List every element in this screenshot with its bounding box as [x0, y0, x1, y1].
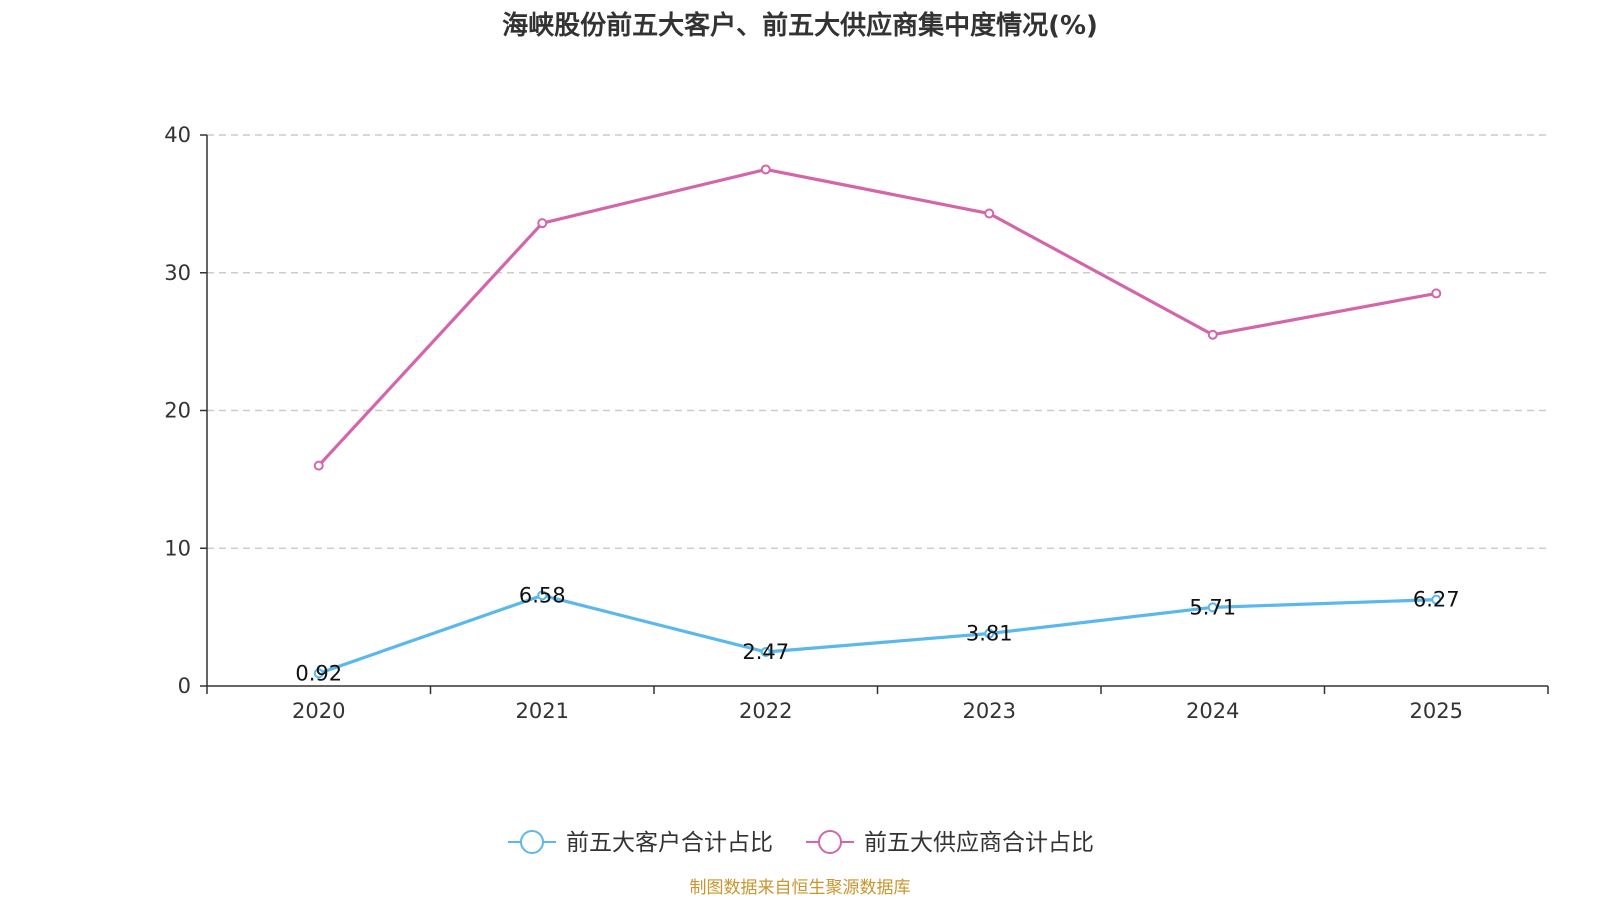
- x-tick-label: 2020: [292, 699, 345, 723]
- data-point[interactable]: [537, 218, 548, 229]
- data-point[interactable]: [313, 460, 324, 471]
- y-tick-label: 0: [178, 674, 191, 698]
- legend-suppliers-marker-icon: [818, 830, 842, 854]
- data-point[interactable]: [760, 164, 771, 175]
- data-label: 3.81: [966, 622, 1013, 646]
- x-tick-label: 2022: [739, 699, 792, 723]
- data-point[interactable]: [1207, 329, 1218, 340]
- data-point[interactable]: [1431, 288, 1442, 299]
- data-label: 5.71: [1189, 595, 1236, 619]
- data-point[interactable]: [1431, 594, 1442, 605]
- data-label: 0.92: [295, 661, 342, 685]
- y-tick-label: 30: [164, 261, 191, 285]
- data-label: 6.58: [519, 583, 566, 607]
- data-point[interactable]: [760, 646, 771, 657]
- series-lines: [313, 164, 1442, 679]
- y-tick-label: 10: [164, 536, 191, 560]
- data-point[interactable]: [1207, 602, 1218, 613]
- y-tick-label: 20: [164, 399, 191, 423]
- series-line-1: [317, 167, 1437, 467]
- data-point[interactable]: [537, 590, 548, 601]
- data-labels: 0.92 6.58 2.47 3.81 5.71 6.27: [295, 583, 1459, 685]
- legend-item-customers[interactable]: 前五大客户合计占比: [508, 830, 773, 856]
- x-tick-label: 2023: [963, 699, 1016, 723]
- data-point[interactable]: [313, 668, 324, 679]
- source-note: 制图数据来自恒生聚源数据库: [690, 878, 911, 898]
- x-tick-label: 2021: [516, 699, 569, 723]
- axes: 0 10 20 30 40 2020 2021 2022 2023 2024 2025: [164, 123, 1549, 723]
- grid-lines: [207, 134, 1548, 549]
- legend: 前五大客户合计占比 前五大供应商合计占比: [508, 830, 1094, 856]
- data-label: 2.47: [742, 640, 789, 664]
- series-line-0: [318, 593, 1437, 675]
- legend-suppliers-label: 前五大供应商合计占比: [864, 830, 1094, 856]
- data-label: 6.27: [1413, 588, 1460, 612]
- legend-item-suppliers[interactable]: 前五大供应商合计占比: [806, 830, 1094, 856]
- y-tick-label: 40: [164, 123, 191, 147]
- data-point[interactable]: [984, 208, 995, 219]
- chart-title: 海峡股份前五大客户、前五大供应商集中度情况(%): [502, 10, 1098, 41]
- legend-customers-marker-icon: [520, 830, 544, 854]
- x-tick-label: 2025: [1410, 699, 1463, 723]
- x-tick-label: 2024: [1186, 699, 1239, 723]
- data-point[interactable]: [984, 628, 995, 639]
- legend-customers-label: 前五大客户合计占比: [566, 830, 773, 856]
